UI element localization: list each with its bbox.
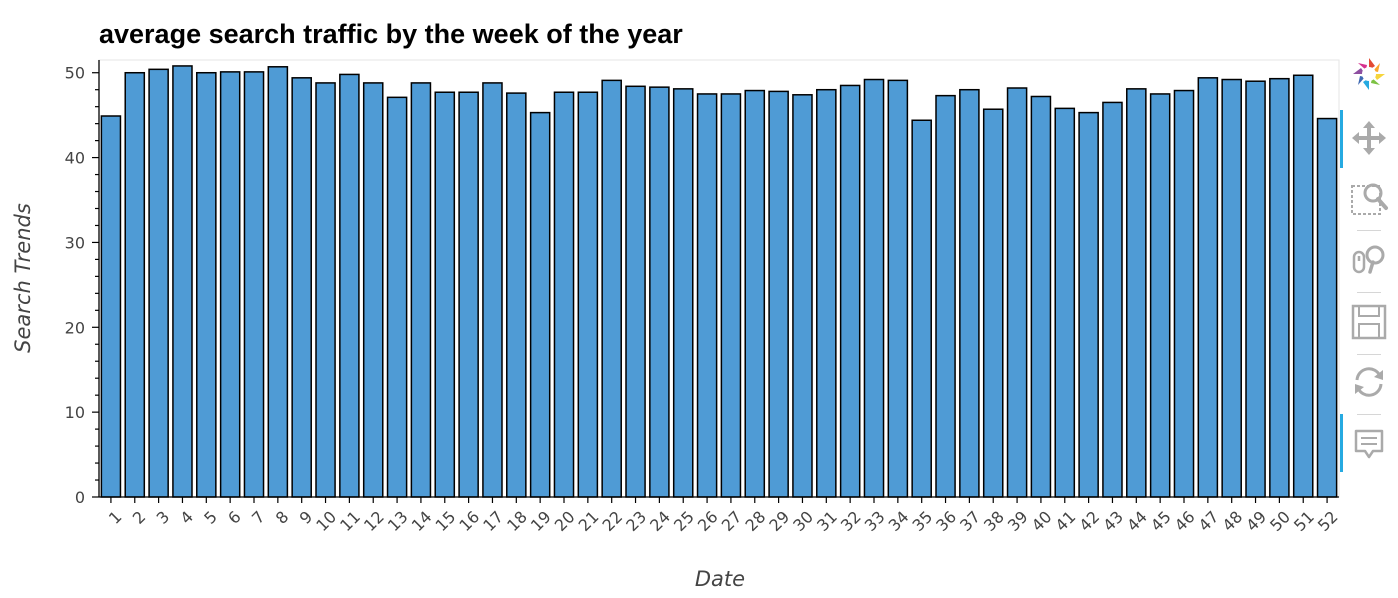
bar-week-50 (1269, 77, 1290, 498)
y-tick-label: 0 (75, 488, 85, 507)
bar-week-41 (1054, 107, 1076, 498)
y-tick-label: 50 (65, 64, 85, 83)
bar-week-48 (1221, 78, 1242, 498)
bar-week-23 (625, 85, 646, 498)
bar-week-22 (601, 79, 622, 498)
bar-week-17 (482, 82, 503, 498)
bar-week-14 (410, 82, 432, 498)
toolbar-separator (1357, 230, 1381, 231)
bar-week-19 (529, 111, 551, 498)
bar-week-7 (243, 71, 265, 498)
bar-week-39 (1006, 87, 1028, 498)
y-tick-label: 30 (65, 233, 85, 252)
bar-week-15 (434, 91, 456, 498)
bar-week-12 (362, 82, 384, 498)
bar-week-11 (339, 73, 360, 498)
bar-week-8 (267, 66, 289, 498)
bar-week-10 (315, 82, 336, 498)
bar-week-9 (291, 77, 312, 498)
hover-tool-icon[interactable] (1349, 424, 1389, 464)
active-tool-indicator (1340, 110, 1343, 168)
bar-week-5 (196, 71, 217, 498)
bar-week-42 (1078, 111, 1099, 498)
bar-week-43 (1102, 101, 1123, 498)
bar-week-49 (1245, 80, 1266, 498)
bar-week-46 (1173, 89, 1195, 498)
bar-week-3 (148, 68, 169, 498)
bar-week-45 (1149, 93, 1171, 498)
bar-week-35 (911, 119, 932, 498)
bar-week-32 (839, 84, 861, 498)
bar-week-16 (458, 91, 479, 498)
bar-week-29 (768, 90, 789, 498)
bar-week-33 (863, 78, 885, 498)
bar-week-31 (816, 88, 837, 498)
bar-week-36 (935, 94, 956, 498)
toolbar-separator (1357, 292, 1381, 293)
bokeh-logo-icon (1353, 58, 1385, 90)
y-tick-label: 40 (65, 149, 85, 168)
bar-week-27 (720, 93, 742, 498)
bar-week-28 (744, 89, 766, 498)
bar-week-4 (172, 65, 193, 498)
bar-week-26 (696, 93, 718, 498)
bar-week-20 (553, 91, 575, 498)
bar-week-47 (1197, 77, 1219, 498)
bar-week-24 (649, 86, 670, 498)
y-tick-label: 20 (65, 318, 85, 337)
bar-week-25 (672, 88, 694, 498)
bar-week-38 (982, 108, 1004, 498)
active-tool-indicator (1340, 414, 1343, 472)
toolbar-separator (1357, 354, 1381, 355)
bar-week-52 (1316, 117, 1338, 498)
bar-week-21 (577, 91, 599, 498)
bar-week-1 (100, 115, 122, 498)
bar-week-44 (1126, 88, 1147, 498)
bar-week-51 (1292, 74, 1314, 498)
pan-tool-icon[interactable] (1349, 118, 1389, 158)
bar-week-34 (887, 79, 909, 498)
bar-week-30 (792, 94, 813, 498)
chart-title: average search traffic by the week of th… (99, 19, 683, 49)
bar-week-18 (506, 92, 527, 498)
y-tick-label: 10 (65, 403, 85, 422)
bar-week-37 (959, 88, 980, 498)
bar-week-6 (219, 71, 241, 498)
y-axis-label: Search Trends (11, 203, 35, 353)
y-axis: 0 10 20 30 40 50 (65, 60, 100, 507)
bar-week-40 (1030, 95, 1052, 498)
bar-week-13 (386, 96, 408, 498)
x-axis-label: Date (695, 567, 745, 591)
reset-tool-icon[interactable] (1349, 362, 1389, 402)
bar-week-2 (124, 71, 146, 498)
bar-series (100, 65, 1338, 498)
save-tool-icon[interactable] (1349, 302, 1389, 342)
toolbar-separator (1357, 414, 1381, 415)
chart-toolbar (1340, 52, 1395, 472)
wheel-zoom-tool-icon[interactable] (1349, 240, 1389, 280)
box-zoom-tool-icon[interactable] (1349, 178, 1389, 218)
